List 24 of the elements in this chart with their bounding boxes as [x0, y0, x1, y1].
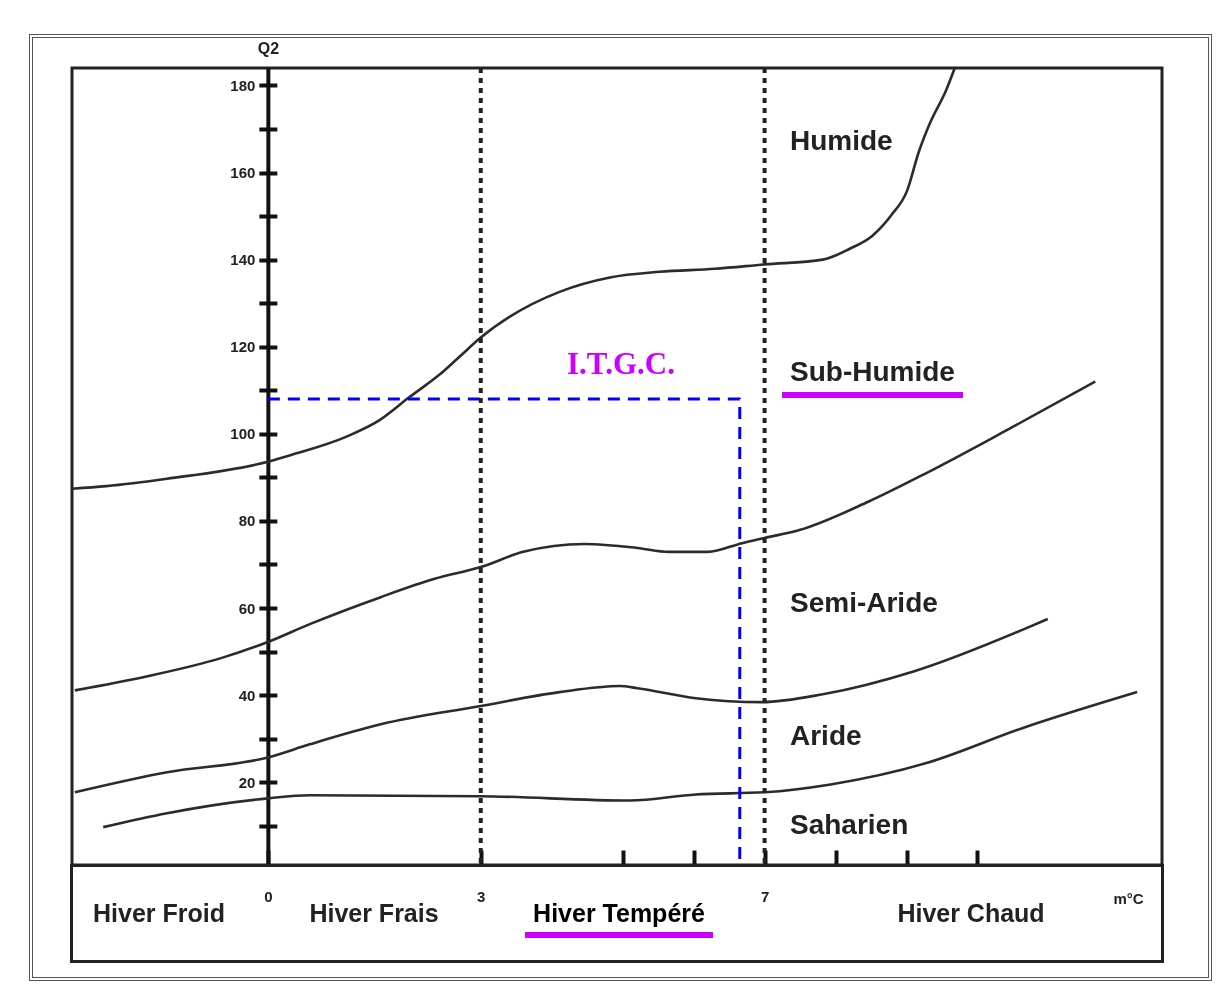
- y-tick-label: 120: [230, 338, 256, 356]
- annotation: Saharien: [790, 809, 909, 840]
- x-tick-label: 3: [477, 887, 486, 905]
- text: Hiver Frais: [309, 899, 439, 927]
- x-tick-label: 7: [760, 887, 770, 905]
- y-tick-label: 40: [238, 686, 256, 704]
- y-tick-label: 160: [230, 164, 256, 182]
- y-tick-label: 180: [230, 76, 256, 94]
- text: Hiver Tempéré: [533, 899, 706, 927]
- x-tick-label: 0: [264, 887, 273, 905]
- annotation: Sub-Humide: [790, 356, 955, 387]
- y-tick-label: 60: [238, 599, 256, 617]
- annotation: Humide: [790, 125, 893, 156]
- y-axis-title: Q2: [257, 39, 280, 57]
- y-tick-label: 20: [238, 773, 256, 791]
- text: Hiver Chaud: [897, 899, 1045, 927]
- y-tick-label: 100: [230, 425, 256, 443]
- x-axis-title: m°C: [1113, 889, 1144, 907]
- annotation: Aride: [790, 720, 862, 751]
- annotation: I.T.G.C.: [567, 346, 675, 381]
- annotation: Semi-Aride: [790, 587, 938, 618]
- y-tick-label: 80: [238, 512, 256, 530]
- y-tick-label: 140: [230, 251, 256, 269]
- text: Hiver Froid: [93, 899, 225, 927]
